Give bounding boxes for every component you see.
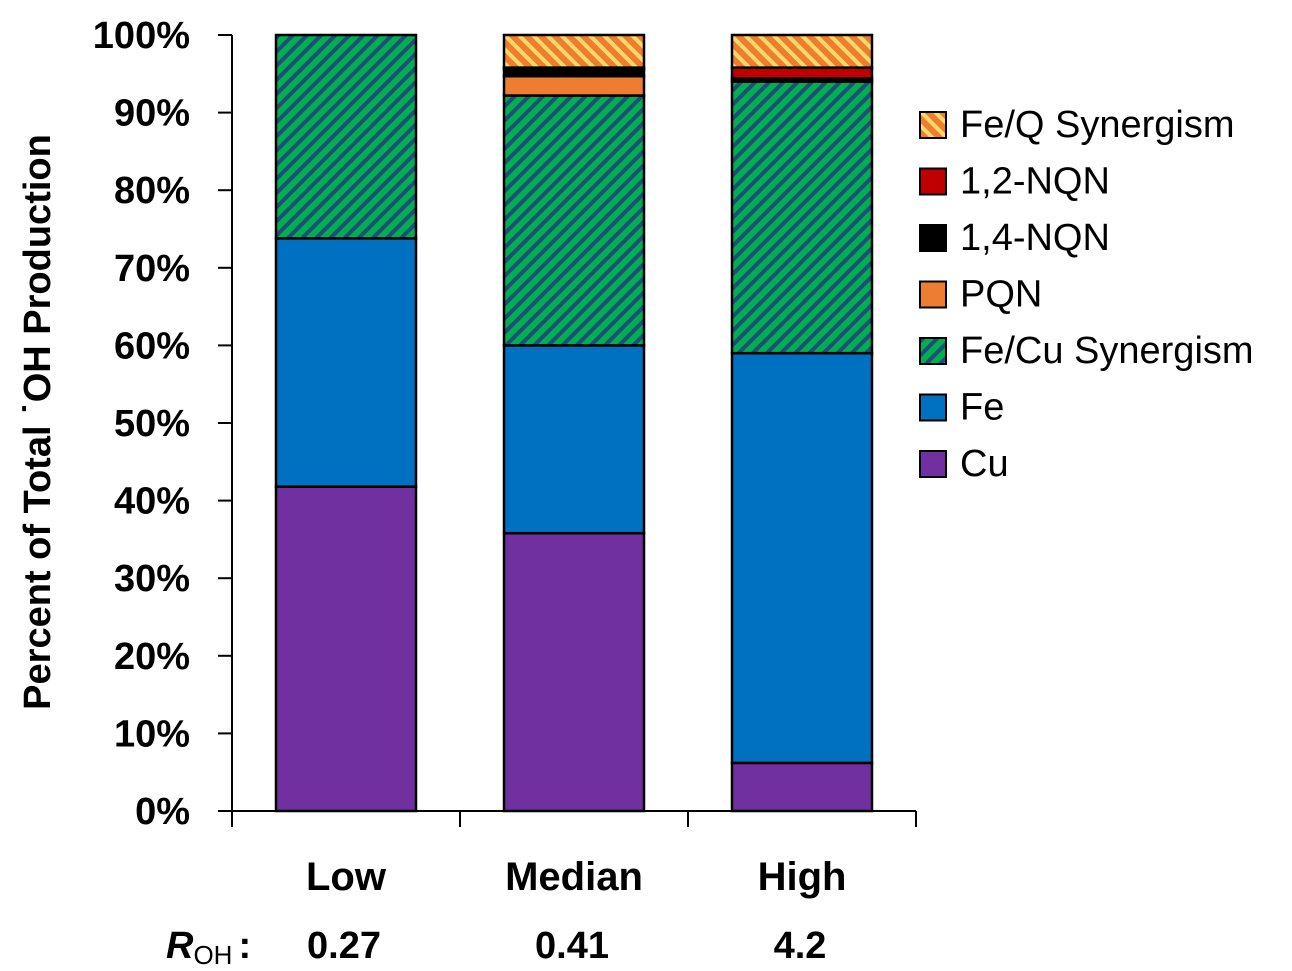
y-tick-label: 70% xyxy=(114,248,190,290)
bars-group xyxy=(274,33,874,813)
y-tick-label: 30% xyxy=(114,558,190,600)
legend-swatch xyxy=(919,393,947,422)
y-tick-label: 90% xyxy=(114,93,190,135)
bar-segment-fe xyxy=(502,344,646,535)
legend-label: Fe/Q Synergism xyxy=(960,104,1235,146)
y-tick-label: 100% xyxy=(93,15,190,57)
legend-item: Fe xyxy=(919,387,1004,429)
legend-item: Fe/Q Synergism xyxy=(919,104,1235,146)
legend-swatch xyxy=(919,337,947,365)
r-oh-value: 0.27 xyxy=(307,925,381,966)
y-axis-title: Percent of Total ˙OH Production xyxy=(17,134,59,710)
legend-label: Cu xyxy=(960,443,1009,485)
y-tick-label: 0% xyxy=(135,791,190,833)
legend-swatch xyxy=(919,167,947,196)
y-tick-label: 50% xyxy=(114,403,190,445)
r-oh-value: 4.2 xyxy=(774,925,827,966)
legend-swatch xyxy=(919,224,947,252)
y-tick-label: 10% xyxy=(114,713,190,755)
r-oh-row: ROH: 0.27 0.41 4.2 xyxy=(166,925,827,970)
bar-segment-cu xyxy=(274,485,418,813)
legend-item: Fe/Cu Synergism xyxy=(919,330,1254,372)
x-category-label: High xyxy=(758,855,847,899)
bar-segment-1-2-nqn xyxy=(730,66,874,80)
y-tick-label: 20% xyxy=(114,636,190,678)
legend-item: Cu xyxy=(919,443,1009,485)
legend-label: Fe/Cu Synergism xyxy=(960,330,1254,372)
y-tick-label: 40% xyxy=(114,481,190,523)
x-axis: Low Median High xyxy=(231,810,917,899)
legend-label: Fe xyxy=(960,387,1004,429)
legend-swatch xyxy=(919,111,947,139)
legend-item: 1,4-NQN xyxy=(919,217,1110,259)
x-category-label: Median xyxy=(505,855,643,899)
y-tick-label: 80% xyxy=(114,170,190,212)
r-oh-value: 0.41 xyxy=(535,925,609,966)
legend-item: PQN xyxy=(919,274,1042,316)
bar-segment-fe-q-synergism xyxy=(730,33,874,69)
bar-stack-low xyxy=(274,33,418,813)
bar-segment-fe-q-synergism xyxy=(502,33,646,69)
legend-label: PQN xyxy=(960,274,1042,316)
r-oh-label: ROH: xyxy=(166,925,251,966)
bar-stack-median xyxy=(502,33,646,813)
y-axis: 0% 10% 20% 30% 40% 50% 60% 70% 80% 90% 100% xyxy=(93,15,233,833)
legend-swatch xyxy=(919,450,947,478)
bar-segment-fe-cu-synergism xyxy=(730,80,874,355)
legend: Fe/Q Synergism 1,2-NQN 1,4-NQN PQN Fe/Cu Syn… xyxy=(919,104,1254,485)
legend-label: 1,4-NQN xyxy=(960,217,1110,259)
legend-label: 1,2-NQN xyxy=(960,161,1110,203)
bar-segment-cu xyxy=(502,531,646,813)
bar-segment-fe xyxy=(730,351,874,765)
y-tick-label: 60% xyxy=(114,325,190,367)
bar-segment-cu xyxy=(730,761,874,813)
bar-segment-fe-cu-synergism xyxy=(502,94,646,347)
legend-item: 1,2-NQN xyxy=(919,161,1110,203)
bar-segment-fe-cu-synergism xyxy=(274,33,418,240)
bar-segment-fe xyxy=(274,237,418,488)
bar-stack-high xyxy=(730,33,874,813)
bar-segment-pqn xyxy=(502,74,646,97)
x-category-label: Low xyxy=(306,855,387,899)
legend-swatch xyxy=(919,280,947,309)
